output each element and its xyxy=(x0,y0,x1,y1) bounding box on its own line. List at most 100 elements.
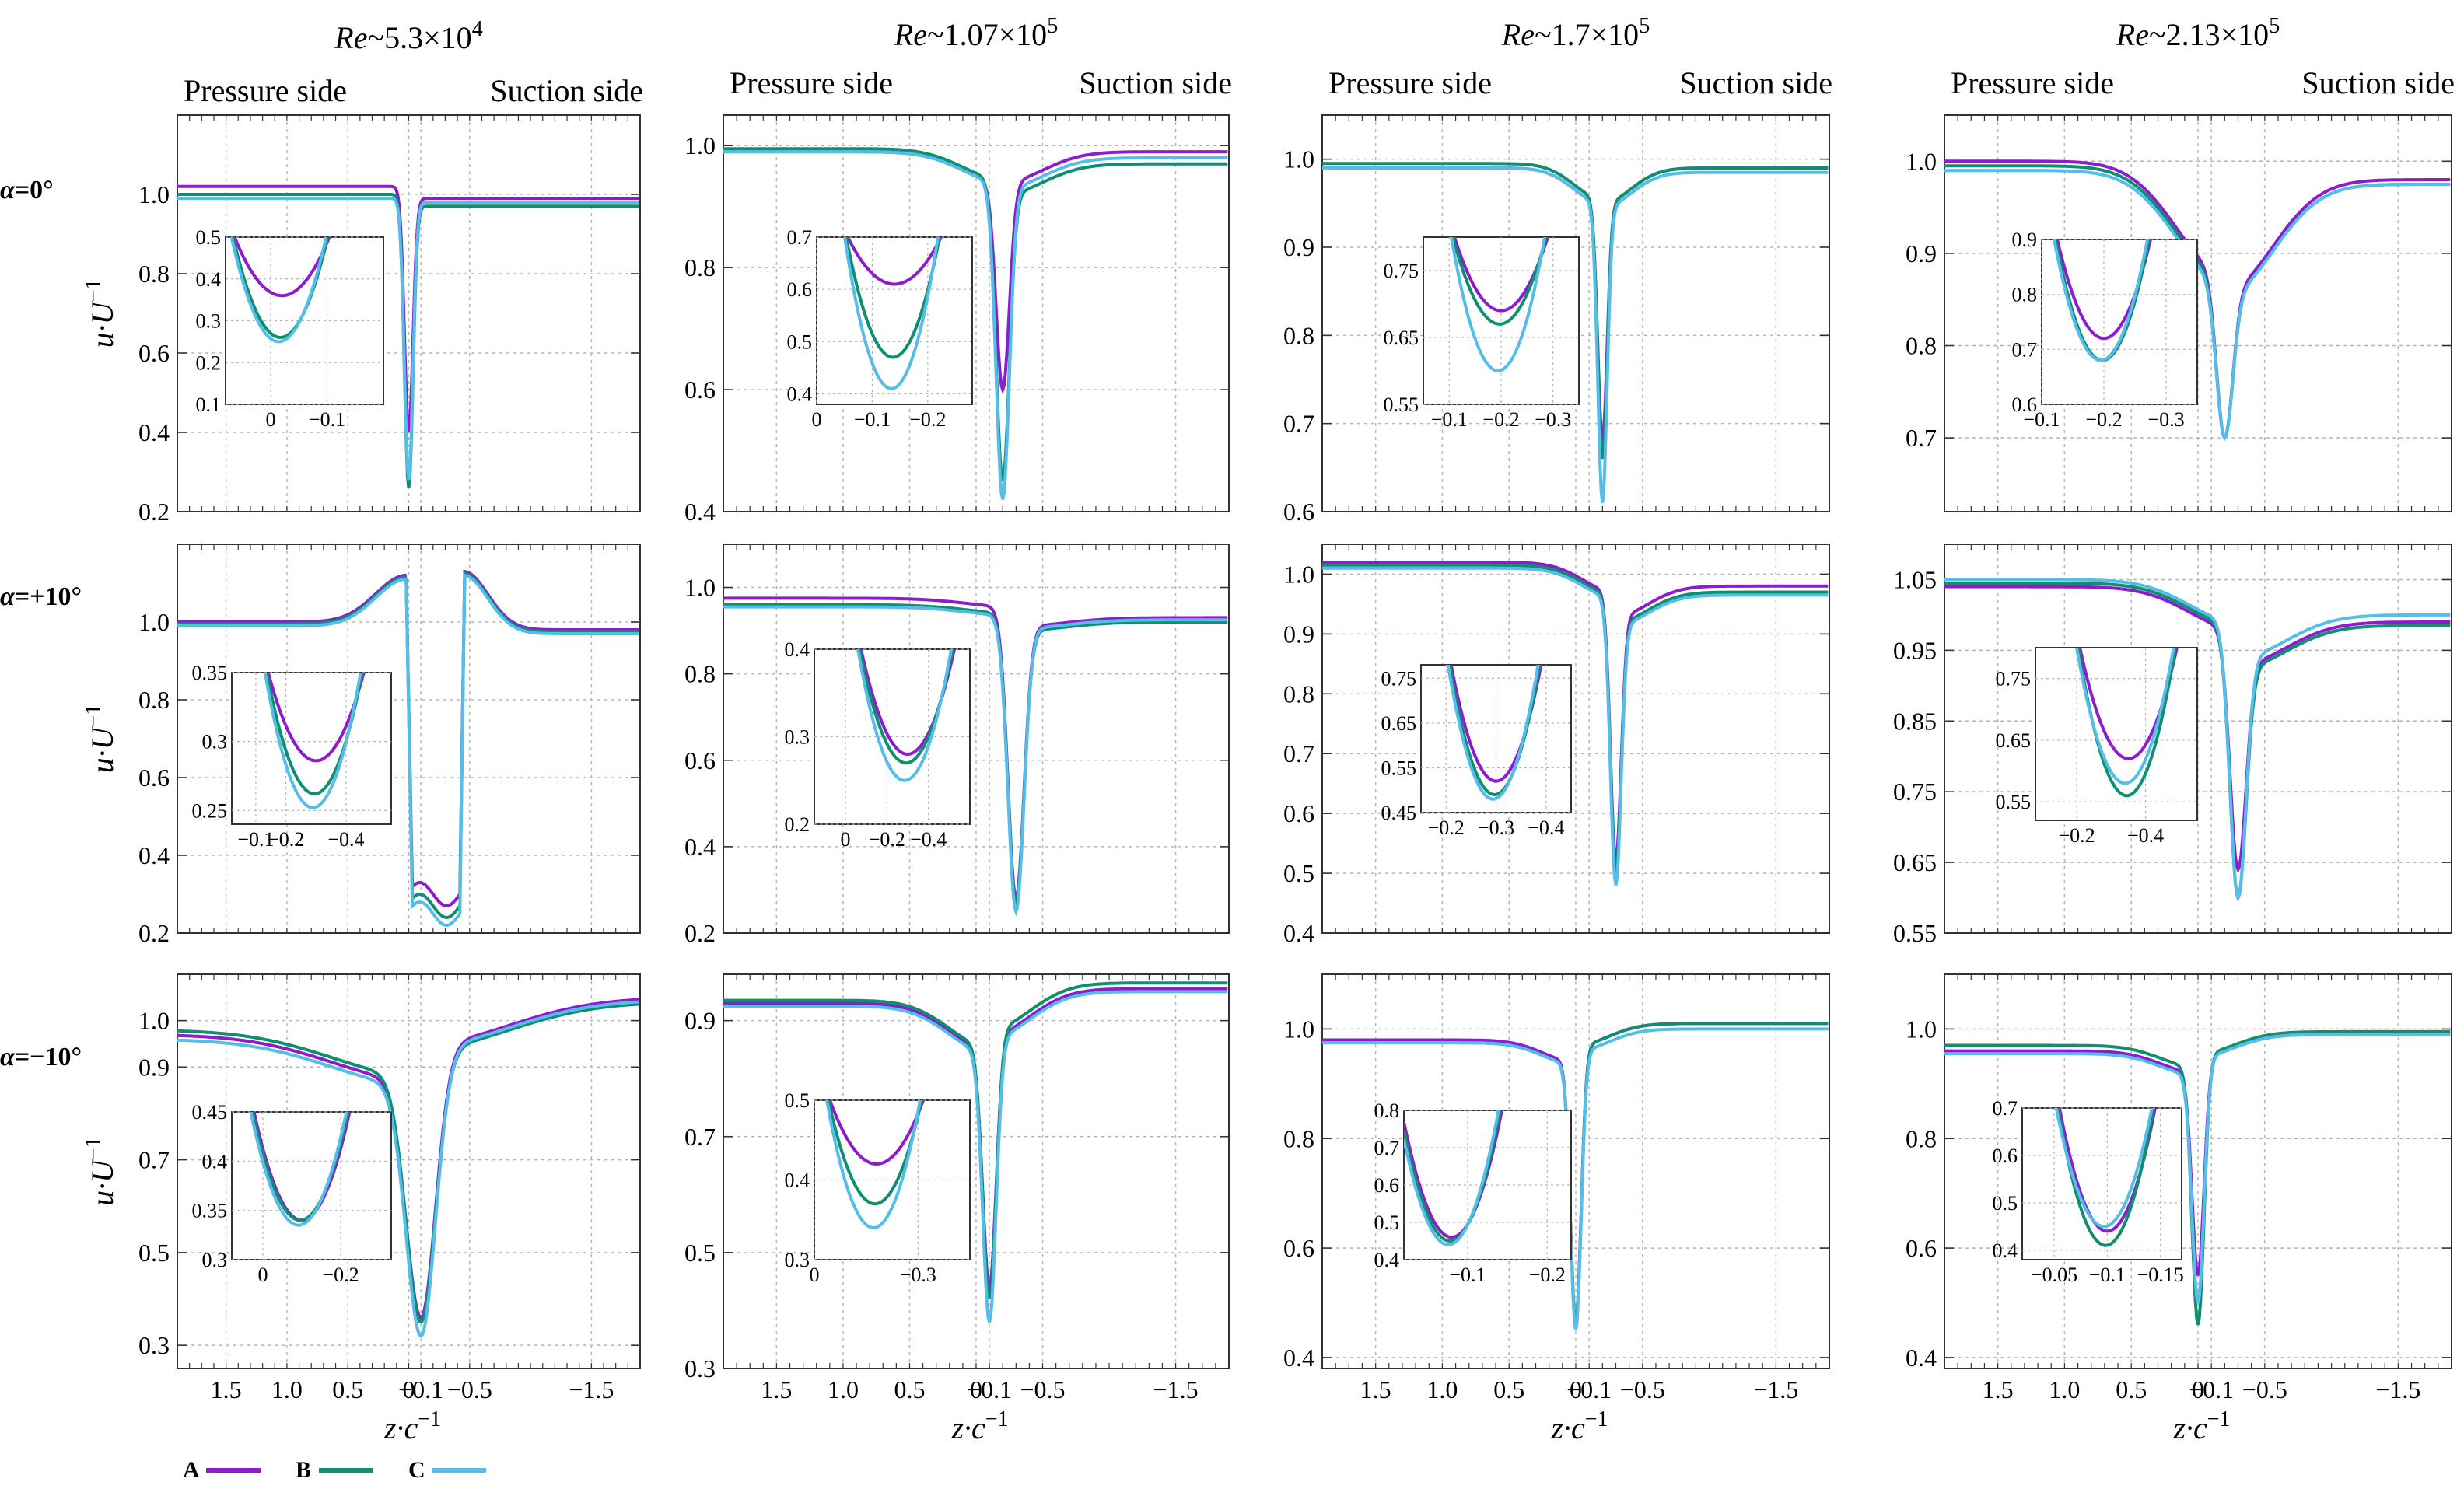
inset: 0 −0.1 0.1 0.2 0.3 0.4 0.5 xyxy=(196,226,384,431)
inset-x-tick-label: 0 xyxy=(266,408,276,431)
inset-y-tick-label: 0.35 xyxy=(192,662,228,684)
x-tick-label: 1.5 xyxy=(1360,1375,1391,1403)
series-c-line xyxy=(177,1000,639,1338)
inset-y-tick-label: 0.75 xyxy=(1381,667,1417,690)
inset-y-tick-label: 0.4 xyxy=(785,638,810,661)
xlabel-exponent: −1 xyxy=(2207,1407,2231,1431)
x-axis-label: z·c−1 xyxy=(2172,1407,2230,1445)
inset-y-tick-label: 0.65 xyxy=(1996,729,2032,752)
y-tick-label: 1.0 xyxy=(138,1007,170,1035)
inset-x-tick-label: −0.1 xyxy=(854,408,891,431)
inset-x-tick-label: −0.3 xyxy=(900,1264,936,1286)
x-axis-label: z·c−1 xyxy=(1550,1407,1608,1445)
inset-x-tick-label: −0.1 xyxy=(309,408,345,431)
y-tick-label: 0.85 xyxy=(1893,707,1937,735)
y-tick-label: 1.0 xyxy=(684,574,716,602)
inset-y-tick-label: 0.4 xyxy=(1993,1239,2018,1262)
series-c-line xyxy=(1322,166,1829,503)
series-a-line xyxy=(723,596,1228,904)
x-tick-label: 1.5 xyxy=(761,1375,792,1403)
column-title: Re~1.7×105 xyxy=(1501,14,1650,52)
inset-x-tick-label: −0.1 xyxy=(237,828,274,851)
inset-y-tick-label: 0.55 xyxy=(1996,791,2032,813)
inset-series-b-line xyxy=(826,1100,924,1206)
x-tick-label: 1.5 xyxy=(1983,1375,2014,1403)
inset-y-tick-label: 0.3 xyxy=(202,731,228,753)
y-tick-label: 0.6 xyxy=(1906,1234,1937,1262)
x-tick-label: −1.5 xyxy=(2375,1375,2420,1403)
y-tick-label: 0.4 xyxy=(138,418,170,446)
re-value: ~5.3×10 xyxy=(367,20,471,55)
x-tick-label: −0.1 xyxy=(967,1375,1012,1403)
inset-x-tick-label: −0.4 xyxy=(2127,824,2164,847)
inset-x-tick-label: 0 xyxy=(258,1264,268,1286)
inset: −0.1 −0.2 −0.3 0.55 0.65 0.75 xyxy=(1384,236,1580,431)
inset-x-tick-label: −0.2 xyxy=(1482,408,1519,431)
inset-y-tick-label: 0.2 xyxy=(785,813,810,836)
inset-y-tick-label: 0.3 xyxy=(196,310,222,333)
inset: 0 −0.2 0.3 0.35 0.4 0.45 xyxy=(192,1101,392,1286)
column-title: Re~5.3×104 xyxy=(334,17,482,55)
inset-series-c-line xyxy=(263,673,362,809)
series-c-line xyxy=(723,990,1228,1323)
y-axis-label-text: u·U−1 xyxy=(82,1137,120,1206)
y-tick-label: 0.55 xyxy=(1893,919,1937,947)
inset-series-b-line xyxy=(250,1112,350,1222)
y-tick-label: 0.7 xyxy=(1283,739,1314,767)
inset-series-b-line xyxy=(1451,237,1549,326)
inset-y-tick-label: 0.75 xyxy=(1996,668,2032,690)
x-tick-label: −0.1 xyxy=(1566,1375,1612,1403)
series-b-line xyxy=(1944,1029,2451,1326)
inset-y-tick-label: 0.45 xyxy=(1381,802,1417,824)
alpha-value: =+10° xyxy=(15,582,82,611)
inset-x-tick-label: −0.15 xyxy=(2137,1264,2184,1286)
inset: −0.1 −0.2 0.4 0.5 0.6 0.7 0.8 xyxy=(1374,1099,1572,1286)
y-tick-label: 0.9 xyxy=(684,1007,716,1035)
legend-label-c: C xyxy=(408,1457,425,1483)
inset: −0.05 −0.1 −0.15 0.4 0.5 0.6 0.7 xyxy=(1993,1097,2184,1286)
panel: 0.40.60.81.01.5 1.0 0.5 0 −0.5−0.1 −1.5−0.1 −0… xyxy=(1283,973,1830,1403)
y-tick-label: 0.9 xyxy=(1283,233,1314,261)
inset-series-c-line xyxy=(229,237,328,344)
inset-x-tick-label: −0.3 xyxy=(1478,816,1514,839)
inset-y-tick-label: 0.7 xyxy=(787,226,813,249)
x-tick-label: −1.5 xyxy=(1153,1375,1199,1403)
y-tick-label: 0.4 xyxy=(1283,919,1314,947)
y-axis-label: u·U−1 xyxy=(82,279,120,348)
x-tick-label: 1.0 xyxy=(1426,1375,1458,1403)
inset-series-c-line xyxy=(842,237,940,390)
inset-x-tick-label: −0.05 xyxy=(2031,1264,2077,1286)
y-tick-label: 0.4 xyxy=(138,841,170,869)
inset-y-tick-label: 0.9 xyxy=(2012,229,2038,251)
y-tick-label: 0.8 xyxy=(684,660,716,688)
inset-x-tick-label: −0.2 xyxy=(322,1264,359,1286)
inset: −0.2 −0.4 0.55 0.65 0.75 xyxy=(1996,647,2198,847)
y-tick-label: 0.8 xyxy=(138,260,170,288)
y-tick-label: 0.8 xyxy=(138,686,170,714)
y-tick-label: 1.0 xyxy=(1906,147,1937,175)
re-value: ~2.13×10 xyxy=(2149,17,2269,52)
y-tick-label: 0.4 xyxy=(684,498,716,526)
legend-label-b: B xyxy=(296,1457,311,1483)
y-tick-label: 0.5 xyxy=(1283,859,1314,887)
inset-x-tick-label: −0.4 xyxy=(327,828,364,851)
row-label: α=−10° xyxy=(0,1043,82,1071)
inset-frame xyxy=(231,1111,392,1260)
inset-series-a-line xyxy=(2055,239,2153,341)
y-tick-label: 0.2 xyxy=(684,919,716,947)
y-tick-label: 1.0 xyxy=(684,131,716,159)
inset-series-b-line xyxy=(1447,665,1542,797)
y-tick-label: 0.75 xyxy=(1893,778,1937,806)
inset-x-tick-label: −0.1 xyxy=(1431,408,1468,431)
inset-x-tick-label: −0.1 xyxy=(1449,1264,1486,1286)
x-tick-label: 1.0 xyxy=(828,1375,859,1403)
alpha-symbol: α xyxy=(0,582,16,611)
inset-y-tick-label: 0.6 xyxy=(787,278,813,301)
y-tick-label: 0.9 xyxy=(138,1053,170,1081)
ylabel-exponent: −1 xyxy=(82,279,106,302)
xlabel-exponent: −1 xyxy=(418,1407,441,1431)
inset-y-tick-label: 0.75 xyxy=(1384,260,1419,282)
re-exponent: 4 xyxy=(472,17,483,41)
ylabel-main: u·U xyxy=(85,1158,120,1206)
alpha-value: =0° xyxy=(15,176,54,204)
